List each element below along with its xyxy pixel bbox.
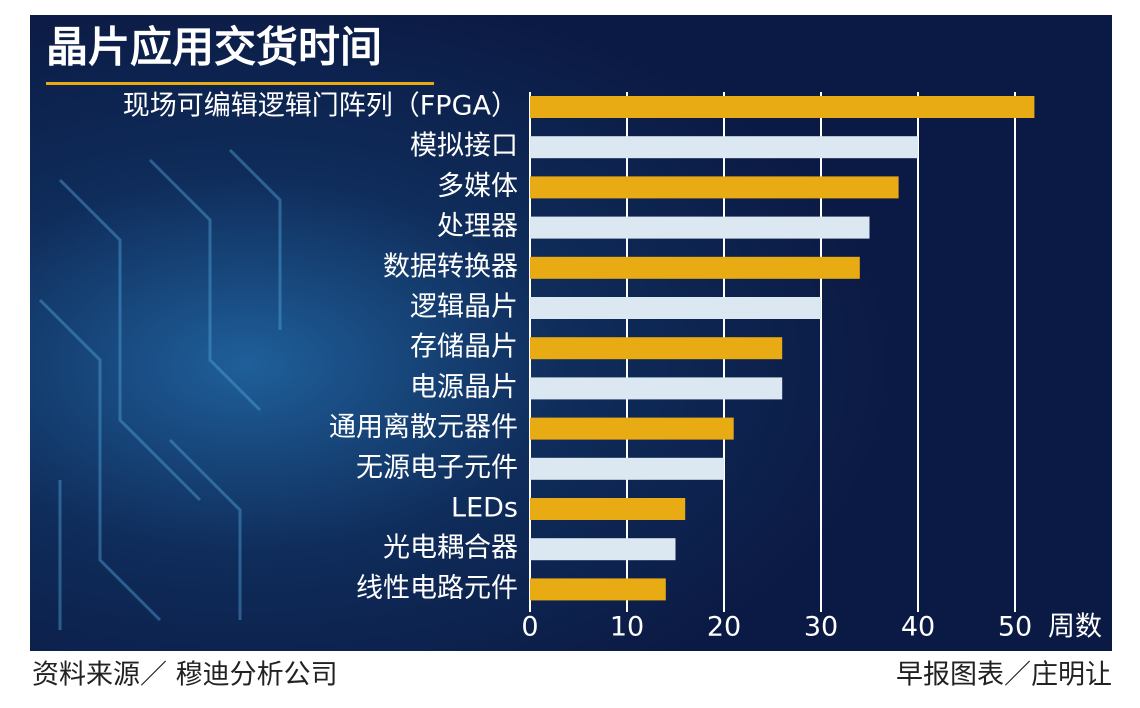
bar xyxy=(530,216,870,239)
x-tick-label: 10 xyxy=(610,612,644,643)
bar xyxy=(530,176,899,199)
x-tick-label: 30 xyxy=(804,612,838,643)
y-tick-label: 电源晶片 xyxy=(410,372,518,403)
y-tick-label: 光电耦合器 xyxy=(383,533,518,564)
bar xyxy=(530,136,918,159)
bar xyxy=(530,538,676,561)
y-tick-label: 无源电子元件 xyxy=(356,452,518,483)
y-tick-label: 逻辑晶片 xyxy=(410,292,518,323)
x-tick-label: 0 xyxy=(521,612,538,643)
bar xyxy=(530,297,821,319)
chart-title: 晶片应用交货时间 xyxy=(46,23,382,72)
bar xyxy=(530,498,686,520)
bar xyxy=(530,457,724,480)
x-tick-label: 20 xyxy=(707,612,741,643)
y-tick-label: LEDs xyxy=(451,493,518,524)
y-tick-label: 多媒体 xyxy=(437,171,518,202)
y-tick-label: 处理器 xyxy=(437,211,518,242)
title-underline xyxy=(46,82,434,85)
y-tick-label: 数据转换器 xyxy=(383,251,518,282)
bar xyxy=(530,417,734,440)
y-tick-label: 线性电路元件 xyxy=(356,573,518,604)
y-tick-label: 通用离散元器件 xyxy=(329,412,518,443)
x-tick-label: 50 xyxy=(998,612,1032,643)
y-tick-label: 存储晶片 xyxy=(410,332,518,363)
credit: 早报图表／庄明让 xyxy=(896,660,1112,691)
bar xyxy=(530,377,783,400)
source: 资料来源／ 穆迪分析公司 xyxy=(32,660,338,691)
circuit-decoration xyxy=(38,148,282,630)
x-tick-label: 40 xyxy=(901,612,935,643)
bar xyxy=(530,337,783,360)
bar xyxy=(530,578,666,601)
x-axis-label: 周数 xyxy=(1048,612,1102,643)
bar xyxy=(530,96,1035,118)
y-tick-label: 现场可编辑逻辑门阵列（FPGA） xyxy=(123,91,518,122)
y-tick-label: 模拟接口 xyxy=(410,131,518,162)
bar xyxy=(530,256,860,279)
